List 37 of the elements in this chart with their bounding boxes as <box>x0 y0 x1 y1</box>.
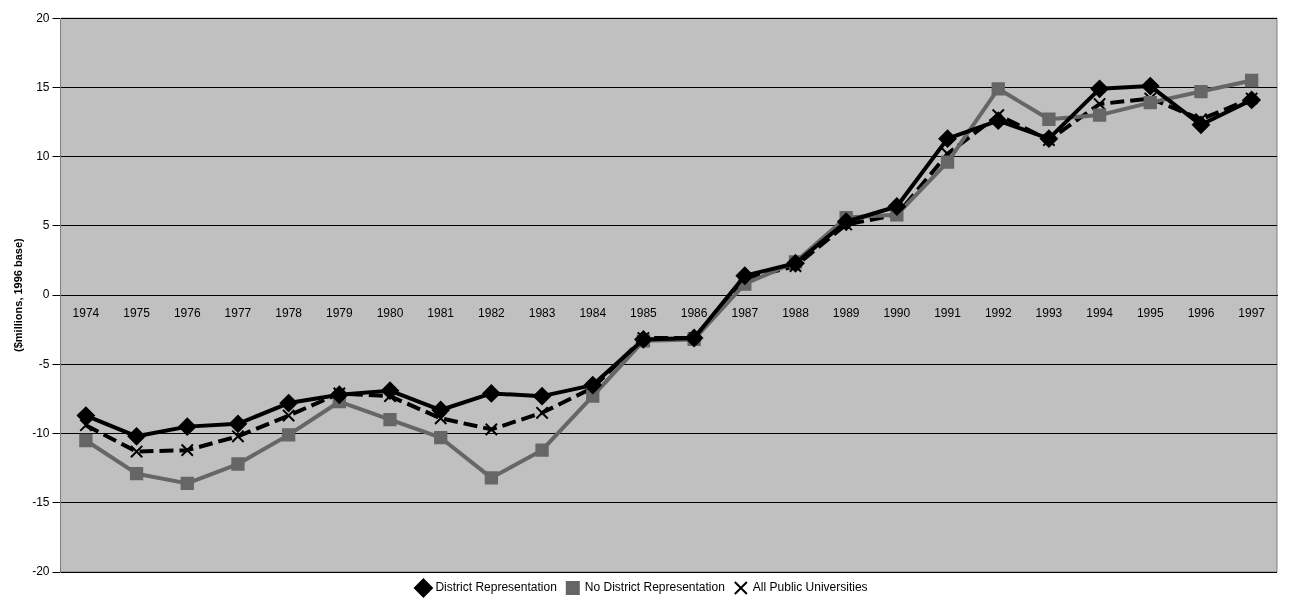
x-tick-label: 1992 <box>984 305 1012 320</box>
y-tick-label: -20 <box>32 564 50 579</box>
y-tick-label: 15 <box>36 79 50 94</box>
x-tick-label: 1975 <box>123 305 151 320</box>
x-tick-label: 1980 <box>376 305 404 320</box>
y-axis-title: ($millions, 1996 base) <box>11 237 24 352</box>
legend-label: All Public Universities <box>752 580 868 595</box>
x-tick-label: 1978 <box>275 305 303 320</box>
x-tick-label: 1984 <box>579 305 607 320</box>
x-tick-label: 1986 <box>680 305 708 320</box>
x-tick-label: 1977 <box>224 305 252 320</box>
x-tick-label: 1988 <box>782 305 810 320</box>
x-tick-label: 1974 <box>72 305 100 320</box>
y-tick-label: -10 <box>32 425 50 440</box>
legend-label: No District Representation <box>584 580 725 595</box>
legend-label: District Representation <box>435 580 557 595</box>
x-tick-label: 1996 <box>1187 305 1215 320</box>
y-tick-label: 5 <box>42 218 50 233</box>
x-tick-label: 1982 <box>478 305 506 320</box>
y-tick-label: 10 <box>36 148 50 163</box>
y-tick-label: 20 <box>36 10 50 25</box>
x-tick-label: 1994 <box>1086 305 1114 320</box>
x-tick-label: 1991 <box>934 305 962 320</box>
x-tick-label: 1979 <box>325 305 353 320</box>
y-tick-label: -5 <box>38 356 50 371</box>
x-tick-label: 1981 <box>427 305 455 320</box>
y-tick-label: -15 <box>32 495 50 510</box>
x-tick-label: 1989 <box>832 305 860 320</box>
x-tick-label: 1990 <box>883 305 911 320</box>
x-tick-label: 1993 <box>1035 305 1063 320</box>
x-tick-label: 1987 <box>731 305 759 320</box>
x-tick-label: 1976 <box>173 305 201 320</box>
y-tick-label: 0 <box>42 287 50 302</box>
x-tick-label: 1997 <box>1238 305 1266 320</box>
x-tick-label: 1983 <box>528 305 556 320</box>
x-tick-label: 1985 <box>630 305 658 320</box>
x-tick-label: 1995 <box>1136 305 1164 320</box>
